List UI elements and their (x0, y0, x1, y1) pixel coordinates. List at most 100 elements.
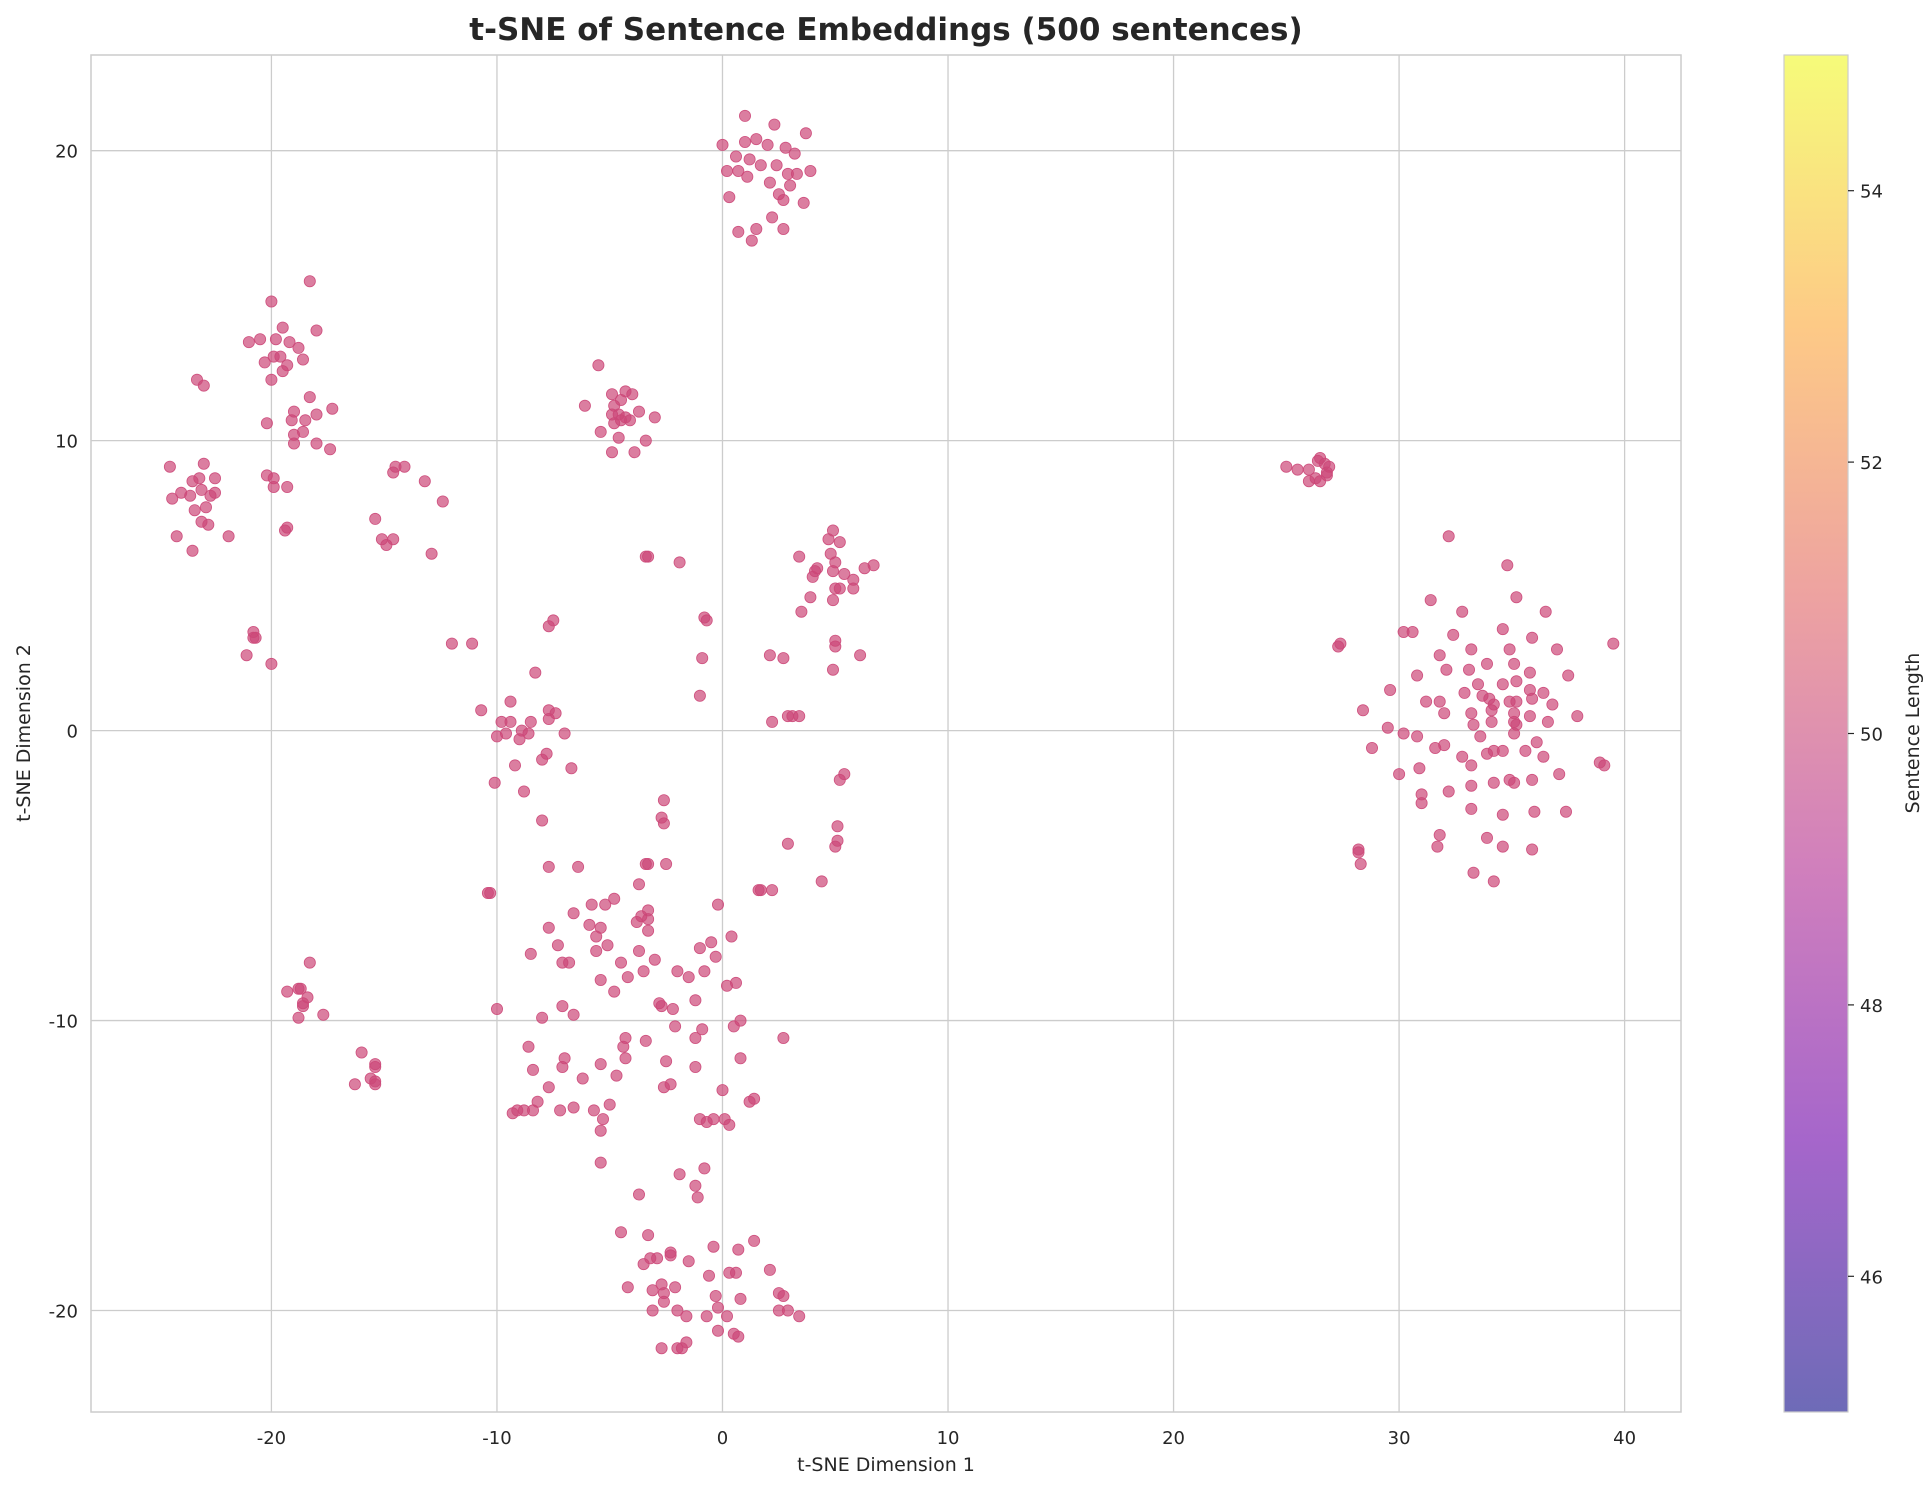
scatter-point (292, 341, 305, 354)
scatter-point (777, 222, 790, 235)
scatter-point (827, 594, 840, 607)
scatter-point (743, 1095, 756, 1108)
scatter-point (166, 492, 179, 505)
scatter-point (267, 480, 280, 493)
colorbar-tick-label: 48 (1860, 996, 1883, 1017)
scatter-point (777, 1032, 790, 1045)
scatter-point (1474, 730, 1487, 743)
scatter-point (1496, 623, 1509, 636)
scatter-point (608, 892, 621, 905)
scatter-point (763, 1263, 776, 1276)
scatter-point (398, 460, 411, 473)
scatter-point (639, 1034, 652, 1047)
scatter-point (1526, 843, 1539, 856)
x-tick-label: 20 (1162, 1428, 1185, 1449)
scatter-point (646, 1304, 659, 1317)
scatter-point (763, 649, 776, 662)
scatter-point (1528, 805, 1541, 818)
scatter-point (590, 945, 603, 958)
scatter-point (657, 1081, 670, 1094)
scatter-point (804, 164, 817, 177)
colorbar-tick-label: 50 (1860, 725, 1883, 746)
scatter-point (642, 1229, 655, 1242)
scatter-point (1551, 643, 1564, 656)
scatter-point (671, 965, 684, 978)
scatter-point (734, 1052, 747, 1065)
scatter-point (199, 501, 212, 514)
scatter-point (1508, 776, 1521, 789)
scatter-point (637, 965, 650, 978)
scatter-point (242, 336, 255, 349)
scatter-point (355, 1046, 368, 1059)
scatter-point (766, 211, 779, 224)
scatter-point (750, 222, 763, 235)
scatter-point (1487, 875, 1500, 888)
scatter-point (601, 939, 614, 952)
scatter-point (163, 460, 176, 473)
scatter-point (831, 820, 844, 833)
x-tick-label: -20 (257, 1428, 286, 1449)
scatter-point (682, 971, 695, 984)
scatter-point (585, 898, 598, 911)
scatter-point (838, 568, 851, 581)
x-tick-label: 0 (717, 1428, 728, 1449)
scatter-point (506, 1107, 519, 1120)
scatter-point (490, 730, 503, 743)
scatter-point (1280, 460, 1293, 473)
colorbar-ticks: 46 48 50 52 54 (1848, 182, 1883, 1288)
scatter-point (1406, 626, 1419, 639)
scatter-point (1526, 692, 1539, 705)
scatter-point (833, 773, 846, 786)
scatter-point (666, 1003, 679, 1016)
scatter-point (793, 550, 806, 563)
scatter-point (1458, 686, 1471, 699)
scatter-point (418, 475, 431, 488)
scatter-point (642, 924, 655, 937)
scatter-point (594, 974, 607, 987)
scatter-point (795, 605, 808, 618)
scatter-point (436, 495, 449, 508)
scatter-point (590, 930, 603, 943)
scatter-point (278, 524, 291, 537)
scatter-point (630, 916, 643, 929)
scatter-point (689, 994, 702, 1007)
scatter-point (310, 437, 323, 450)
scatter-point (197, 379, 210, 392)
scatter-point (1465, 779, 1478, 792)
scatter-point (1472, 678, 1485, 691)
scatter-point (481, 887, 494, 900)
scatter-point (1420, 695, 1433, 708)
scatter-point (673, 556, 686, 569)
scatter-point (1411, 730, 1424, 743)
scatter-point (1523, 710, 1536, 723)
scatter-point (490, 1003, 503, 1016)
scatter-point (567, 907, 580, 920)
scatter-point (1429, 742, 1442, 755)
scatter-point (1598, 759, 1611, 772)
scatter-point (508, 759, 521, 772)
scatter-point (822, 533, 835, 546)
scatter-point (254, 333, 267, 346)
scatter-point (608, 985, 621, 998)
x-tick-label: 10 (937, 1428, 960, 1449)
scatter-point (527, 1063, 540, 1076)
scatter-point (680, 1310, 693, 1323)
scatter-point (542, 1081, 555, 1094)
scatter-point (829, 840, 842, 853)
scatter-point (748, 1234, 761, 1247)
scatter-point (721, 1310, 734, 1323)
scatter-point (768, 118, 781, 131)
scatter-point (1447, 628, 1460, 641)
colorbar-tick-label: 52 (1860, 453, 1883, 474)
scatter-point (781, 1304, 794, 1317)
scatter-point (565, 762, 578, 775)
scatter-point (247, 631, 260, 644)
scatter-point (833, 582, 846, 595)
scatter-point (240, 649, 253, 662)
y-tick-label: 0 (67, 722, 78, 743)
scatter-point (633, 1188, 646, 1201)
scatter-point (1440, 663, 1453, 676)
scatter-point (824, 547, 837, 560)
scatter-point (655, 1342, 668, 1355)
scatter-point (195, 483, 208, 496)
